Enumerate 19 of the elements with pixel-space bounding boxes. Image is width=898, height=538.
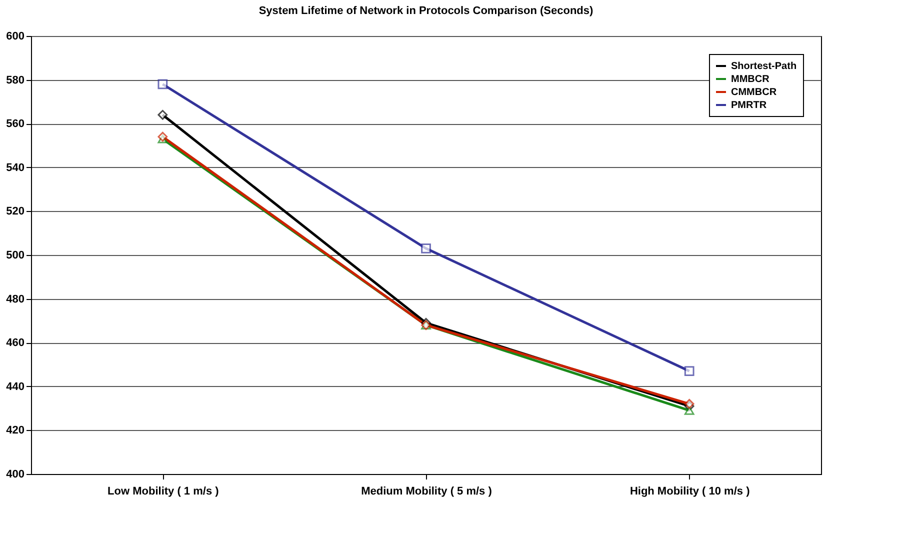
y-tick-label: 520	[6, 206, 24, 218]
y-tick-label: 420	[6, 424, 24, 437]
legend-label: MMBCR	[731, 74, 770, 85]
y-tick-label: 480	[6, 293, 24, 306]
legend-label: PMRTR	[731, 100, 768, 111]
legend-label: CMMBCR	[731, 87, 778, 98]
y-tick-label: 500	[6, 250, 24, 262]
y-tick-label: 540	[6, 162, 24, 174]
y-tick-label: 440	[6, 380, 24, 393]
y-tick-label: 460	[6, 337, 24, 350]
chart-title: System Lifetime of Network in Protocols Comparison (Seconds)	[258, 5, 594, 17]
legend-label: Shortest-Path	[731, 61, 797, 72]
y-tick-label: 400	[6, 468, 24, 480]
y-tick-label: 580	[6, 74, 24, 86]
y-tick-label: 600	[6, 30, 24, 42]
x-tick-label: Low Mobility ( 1 m/s )	[108, 486, 220, 498]
x-tick-label: High Mobility ( 10 m/s )	[630, 486, 750, 498]
x-tick-label: Medium Mobility ( 5 m/s )	[361, 486, 492, 498]
y-tick-label: 560	[6, 118, 24, 130]
